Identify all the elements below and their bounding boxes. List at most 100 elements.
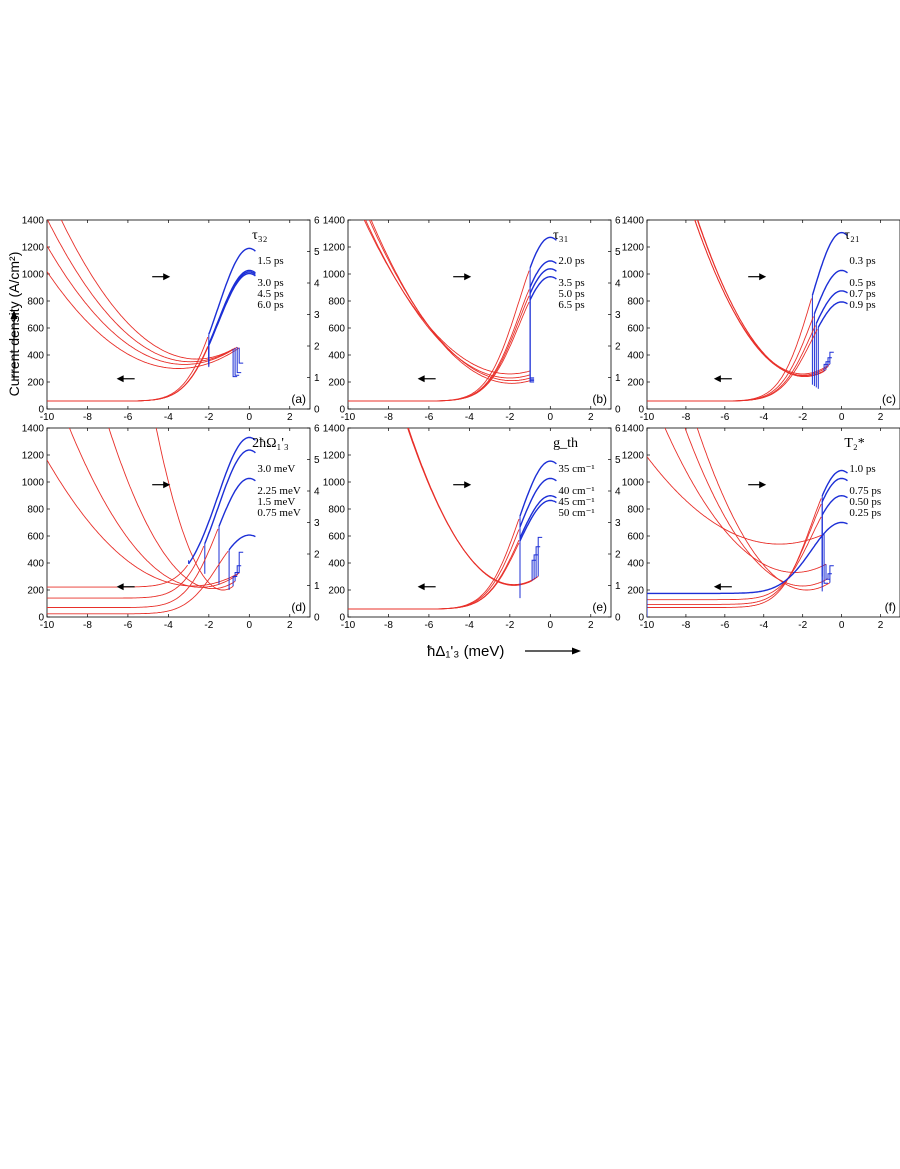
gain-curve-red-0	[47, 564, 188, 588]
y2-tick-label: 0	[314, 613, 320, 624]
current-hook-1	[236, 347, 242, 374]
y-tick-label: 800	[328, 297, 345, 308]
x-tick-label: -6	[123, 412, 132, 423]
y-tick-label: 1200	[22, 243, 45, 254]
legend-label: 0.7 ps	[849, 288, 875, 300]
current-curve-1	[68, 428, 238, 588]
current-hook-1	[827, 573, 832, 579]
y-tick-label: 400	[627, 351, 644, 362]
x-axis-arrow	[525, 647, 581, 655]
y-tick-label: 1200	[22, 451, 45, 462]
current-curve-2	[368, 220, 531, 382]
gain-curve-red-3	[348, 542, 520, 610]
gain-curve-blue-3	[647, 521, 848, 595]
y-tick-label: 200	[328, 586, 345, 597]
arrow-right-axis-head	[163, 481, 171, 489]
legend-label: 3.0 meV	[257, 463, 295, 475]
y-tick-label: 1400	[622, 216, 645, 227]
y-tick-label: 600	[27, 324, 44, 335]
arrow-left-axis-head	[116, 583, 124, 591]
y-tick-label: 600	[627, 532, 644, 543]
panel-frame	[347, 427, 612, 618]
gain-curve-red-0	[647, 298, 812, 402]
panel-label: (b)	[592, 392, 607, 406]
y-tick-label: 200	[328, 378, 345, 389]
y2-tick-label: 4	[314, 487, 320, 498]
current-hook-0	[829, 351, 834, 365]
y2-tick-label: 4	[314, 279, 320, 290]
y-tick-label: 800	[627, 297, 644, 308]
x-tick-label: -2	[204, 412, 213, 423]
arrow-left-axis-head	[713, 375, 721, 383]
y-tick-label: 1400	[22, 216, 45, 227]
plot-area	[348, 220, 557, 402]
gain-curve-blue-2	[821, 494, 848, 516]
y-tick-label: 200	[27, 586, 44, 597]
plot-area	[47, 220, 256, 402]
gain-curve-blue-0	[529, 236, 557, 269]
current-curve-1	[684, 428, 829, 587]
y-tick-label: 1000	[22, 270, 45, 281]
y-tick-label: 200	[627, 586, 644, 597]
current-curve-0	[407, 428, 539, 586]
current-hook-3	[232, 576, 238, 587]
y2-tick-label: 0	[615, 613, 621, 624]
plot-area	[47, 428, 256, 615]
legend-label: 45 cm⁻¹	[558, 496, 594, 508]
y2-tick-label: 6	[314, 424, 320, 435]
current-curve-3	[155, 428, 234, 591]
y-tick-label: 400	[627, 559, 644, 570]
x-tick-label: 0	[548, 620, 554, 631]
x-tick-label: -10	[40, 412, 55, 423]
gain-curve-blue-3	[208, 272, 256, 346]
gain-curve-red-0	[348, 270, 530, 402]
gain-curve-red-3	[47, 347, 209, 402]
current-hook-3	[531, 559, 537, 581]
x-tick-label: -10	[40, 620, 55, 631]
gain-curve-blue-3	[228, 534, 256, 551]
gain-curve-red-1	[647, 316, 814, 402]
x-tick-label: -4	[164, 620, 173, 631]
y-tick-label: 0	[339, 405, 345, 416]
legend-label: 0.5 ps	[849, 277, 875, 289]
y-tick-label: 1000	[622, 478, 645, 489]
y-tick-label: 600	[627, 324, 644, 335]
panel-parameter: 2ħΩ₁'₃	[252, 436, 289, 451]
y2-tick-label: 5	[615, 247, 621, 258]
current-hook-2	[234, 348, 240, 376]
legend-label: 0.75 meV	[257, 507, 300, 519]
y-tick-label: 1200	[323, 243, 346, 254]
current-hook-1	[535, 546, 541, 578]
y-tick-label: 800	[627, 505, 644, 516]
legend-label: 2.0 ps	[558, 255, 584, 267]
x-tick-label: -4	[164, 412, 173, 423]
x-tick-label: -10	[341, 620, 356, 631]
plot-area	[647, 428, 848, 617]
panel: -10 -8 -6 -4 -2 0 2 0 200 400 600 800 1000 1200 1400 T₂…	[622, 424, 900, 631]
current-curve-3	[407, 428, 533, 586]
legend-label: 0.3 ps	[849, 255, 875, 267]
current-curve-3	[647, 456, 825, 545]
x-tick-label: -6	[720, 412, 729, 423]
y2-tick-label: 0	[615, 405, 621, 416]
gain-curve-red-2	[647, 516, 822, 601]
gain-curve-blue-2	[519, 494, 557, 539]
current-hook-0	[238, 347, 244, 364]
legend-label: 3.5 ps	[558, 277, 584, 289]
x-tick-label: -8	[384, 620, 393, 631]
x-tick-label: 0	[548, 412, 554, 423]
y-tick-label: 0	[339, 613, 345, 624]
gain-curve-blue-1	[529, 260, 557, 288]
y-tick-label: 400	[328, 559, 345, 570]
x-tick-label: -8	[83, 412, 92, 423]
y-tick-label: 200	[27, 378, 44, 389]
gain-curve-red-1	[47, 346, 209, 402]
x-tick-label: -8	[83, 620, 92, 631]
current-curve-2	[108, 428, 236, 590]
y2-tick-label: 1	[314, 373, 320, 384]
legend-label: 1.5 meV	[257, 496, 295, 508]
y2-tick-label: 3	[314, 518, 320, 529]
gain-curve-red-2	[47, 528, 219, 608]
current-curve-1	[694, 220, 829, 376]
legend-label: 1.5 ps	[257, 255, 283, 267]
